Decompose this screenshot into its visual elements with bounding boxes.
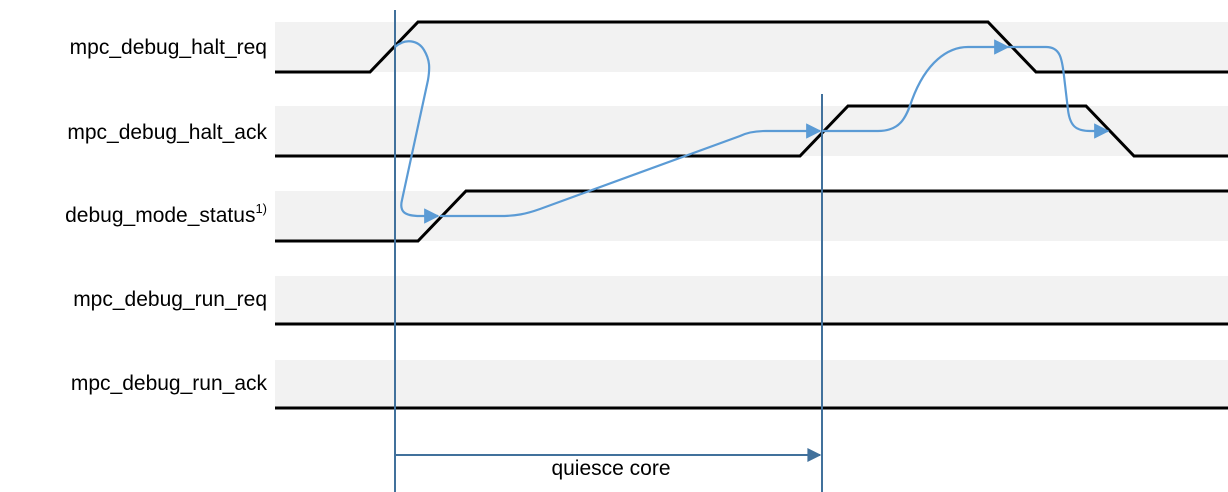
footnote-marker: 1) [255,201,267,216]
causality-arrow-debug-mode-to-halt-ack [440,123,822,218]
lane-band-mpc-debug-run-req [275,276,1228,324]
signal-label-mpc-debug-halt-ack: mpc_debug_halt_ack [67,121,267,144]
causality-arrow-halt-ack-to-halt-req-release [822,39,1010,133]
causality-arrow-halt-req-to-debug-mode [394,40,440,224]
signal-label-mpc-debug-run-ack: mpc_debug_run_ack [70,372,267,395]
lane-band-mpc-debug-halt-req [275,22,1228,72]
waveform-mpc-debug-halt-req [275,20,1228,74]
signal-label-mpc-debug-halt-req: mpc_debug_halt_req [69,36,267,59]
lane-band-mpc-debug-run-ack [275,360,1228,408]
signal-label-mpc-debug-run-req: mpc_debug_run_req [73,288,267,311]
signal-label-debug-mode-status: debug_mode_status1) [65,201,267,227]
waveform-mpc-debug-halt-ack [275,104,1228,158]
causality-arrow-halt-req-release-to-halt-ack-release [1008,45,1110,139]
interval-label: quiesce core [551,457,671,480]
